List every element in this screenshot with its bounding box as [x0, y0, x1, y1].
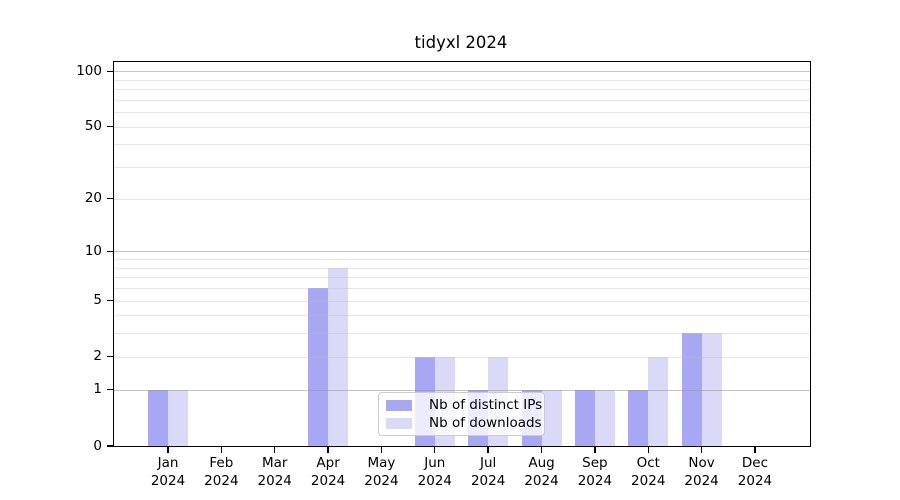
bar-distinct-ips	[308, 288, 329, 446]
x-axis-tick	[487, 446, 489, 453]
x-axis-tick	[220, 446, 223, 453]
x-axis-tick-label: Jul 2024	[470, 455, 506, 489]
y-axis-tick	[107, 70, 114, 72]
bar-distinct-ips	[628, 389, 649, 446]
x-axis-tick	[754, 446, 756, 453]
y-axis-tick-label: 10	[84, 242, 102, 259]
y-axis-tick	[107, 356, 114, 358]
y-axis-tick	[107, 445, 114, 447]
minor-gridline	[114, 198, 810, 200]
x-axis-tick-label: Nov 2024	[684, 455, 719, 489]
bar-downloads	[541, 389, 562, 446]
minor-gridline	[114, 99, 810, 101]
minor-gridline	[114, 277, 810, 279]
y-axis-tick	[107, 389, 114, 391]
x-axis-tick	[380, 446, 383, 453]
x-axis-tick-label: Jan 2024	[150, 455, 186, 489]
minor-gridline	[114, 300, 810, 302]
minor-gridline	[114, 144, 810, 146]
x-axis-tick	[540, 446, 543, 453]
x-axis-tick-label: Dec 2024	[737, 455, 773, 489]
legend-swatch-downloads	[386, 417, 412, 429]
legend-swatch-distinct-ips	[386, 399, 412, 411]
minor-gridline	[114, 287, 810, 289]
major-gridline	[114, 389, 810, 391]
y-axis-tick	[107, 198, 114, 200]
legend-item-distinct-ips: Nb of distinct IPs	[386, 397, 542, 413]
minor-gridline	[114, 79, 810, 81]
bar-distinct-ips	[148, 389, 168, 446]
major-gridline	[114, 71, 810, 73]
minor-gridline	[114, 167, 810, 169]
bar-downloads	[168, 389, 188, 446]
legend-label-distinct-ips: Nb of distinct IPs	[429, 397, 543, 413]
x-axis-tick-label: Sep 2024	[577, 455, 613, 489]
bar-downloads	[648, 356, 669, 446]
bar-downloads	[328, 267, 349, 446]
x-axis-tick	[700, 446, 703, 453]
minor-gridline	[114, 315, 810, 317]
y-axis-tick-label: 100	[76, 62, 102, 79]
minor-gridline	[114, 259, 810, 261]
x-axis-tick-label: Apr 2024	[310, 455, 346, 489]
major-gridline	[114, 251, 810, 253]
x-axis-tick	[434, 446, 436, 453]
plot-area: 0 1 2 5 10 20 50 100 Jan 2024 Feb 2024 Mar 2024 Apr 202…	[76, 61, 811, 489]
minor-gridline	[114, 126, 810, 128]
x-axis-tick-label: May 2024	[364, 455, 399, 489]
y-axis-tick	[107, 126, 114, 128]
minor-gridline	[114, 333, 810, 335]
y-axis-tick-label: 1	[93, 381, 102, 398]
y-axis-tick-label: 50	[84, 118, 102, 135]
minor-gridline	[114, 356, 810, 358]
minor-gridline	[114, 267, 810, 269]
x-axis-tick-label: Jun 2024	[417, 455, 452, 489]
x-axis-tick	[594, 446, 596, 453]
x-axis-tick-label: Mar 2024	[257, 455, 292, 489]
chart-title: tidyxl 2024	[414, 33, 508, 52]
y-axis-tick-label: 2	[93, 348, 102, 365]
legend-item-downloads: Nb of downloads	[386, 415, 542, 431]
x-axis-tick	[167, 446, 169, 453]
minor-gridline	[114, 112, 810, 114]
x-axis-tick-label: Oct 2024	[631, 455, 666, 489]
x-axis-tick	[274, 446, 276, 453]
legend-label-downloads: Nb of downloads	[429, 415, 542, 431]
x-axis-tick-label: Aug 2024	[524, 455, 559, 489]
y-axis-tick-label: 0	[93, 437, 102, 454]
minor-gridline	[114, 89, 810, 91]
x-axis-tick	[647, 446, 649, 453]
y-axis-tick	[107, 299, 114, 302]
x-axis-tick-label: Feb 2024	[204, 455, 239, 489]
legend: Nb of distinct IPs Nb of downloads	[378, 392, 545, 436]
x-axis-tick	[327, 446, 329, 453]
bar-distinct-ips	[574, 389, 595, 446]
y-axis-tick-label: 5	[93, 292, 102, 308]
y-axis-tick-label: 20	[84, 190, 102, 207]
bar-downloads	[594, 389, 615, 446]
y-axis-tick	[107, 250, 114, 252]
